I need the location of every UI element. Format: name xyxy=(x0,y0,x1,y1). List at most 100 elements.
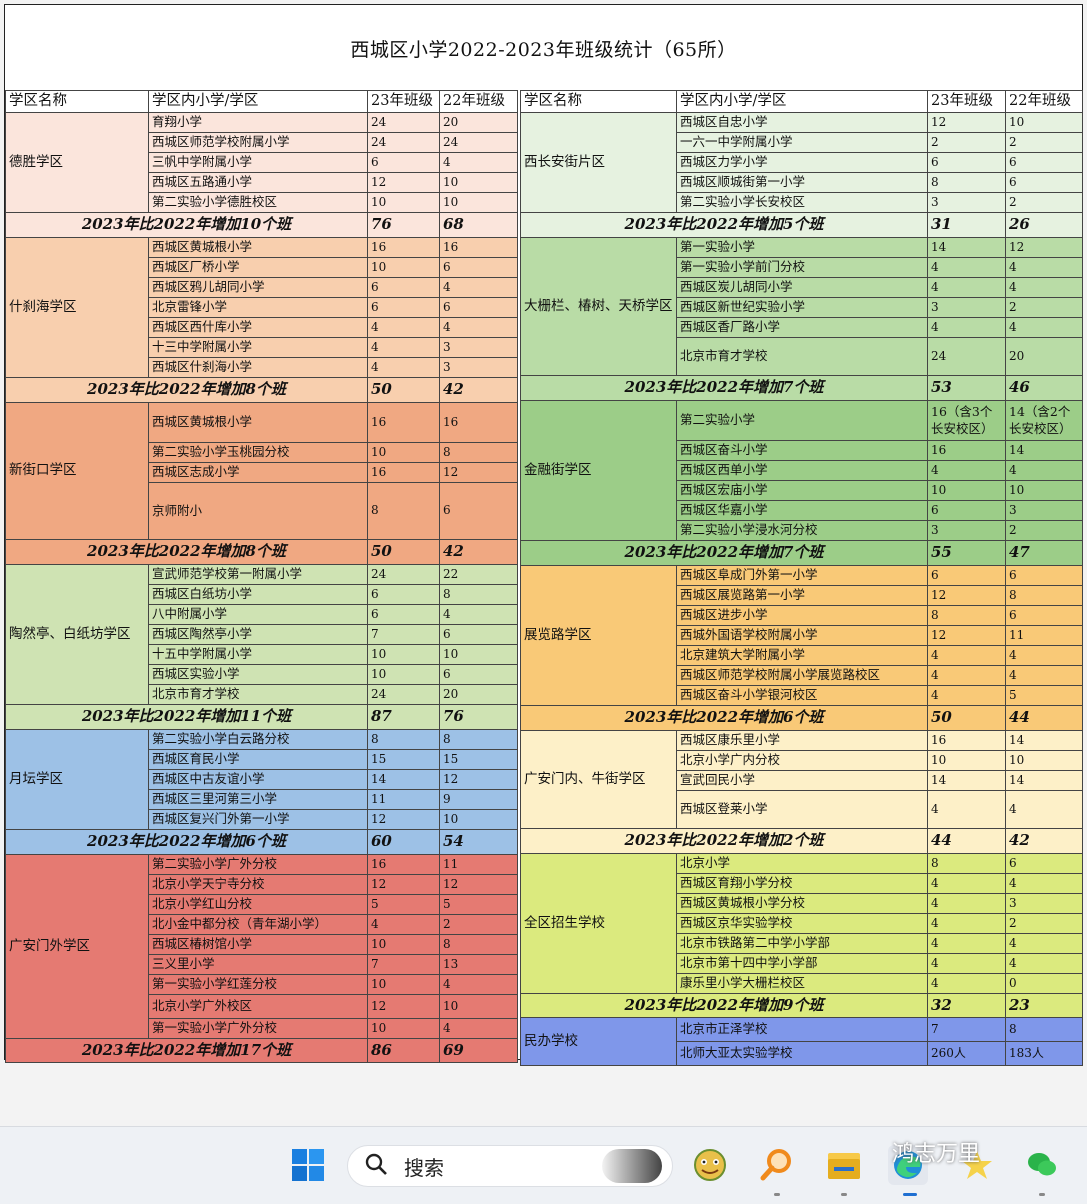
wechat-icon[interactable] xyxy=(1022,1145,1062,1185)
windows-start-icon[interactable] xyxy=(288,1145,328,1185)
classes-2022: 4 xyxy=(1006,461,1083,481)
classes-2022: 2 xyxy=(1006,133,1083,153)
school-name: 西城区黄城根小学 xyxy=(149,238,368,258)
district-name: 全区招生学校 xyxy=(521,854,677,994)
classes-2022: 4 xyxy=(1006,666,1083,686)
school-name: 西城区育翔小学分校 xyxy=(677,874,928,894)
classes-2022: 8 xyxy=(440,443,518,463)
total-2022: 42 xyxy=(440,378,518,403)
classes-2023: 4 xyxy=(928,791,1006,829)
school-name: 第二实验小学 xyxy=(677,401,928,441)
classes-2022: 14 xyxy=(1006,441,1083,461)
magnifier-app-icon[interactable] xyxy=(757,1145,797,1185)
classes-2022: 12 xyxy=(440,463,518,483)
running-indicator xyxy=(841,1193,847,1196)
classes-2023: 12 xyxy=(928,626,1006,646)
school-name: 西城区五路通小学 xyxy=(149,173,368,193)
total-2023: 31 xyxy=(928,213,1006,238)
school-name: 西城区厂桥小学 xyxy=(149,258,368,278)
school-name: 北京小学广内分校 xyxy=(677,751,928,771)
sticky-star-icon[interactable] xyxy=(957,1145,997,1185)
classes-2022: 8 xyxy=(1006,1018,1083,1042)
classes-2023: 10 xyxy=(368,645,440,665)
classes-2022: 2 xyxy=(1006,298,1083,318)
classes-2023: 24 xyxy=(368,113,440,133)
classes-2022: 16 xyxy=(440,238,518,258)
column-header: 学区内小学/学区 xyxy=(677,91,928,113)
school-name: 十五中学附属小学 xyxy=(149,645,368,665)
school-name: 西城区宏庙小学 xyxy=(677,481,928,501)
total-2023: 87 xyxy=(368,705,440,730)
school-name: 西城区展览路第一小学 xyxy=(677,586,928,606)
district-name: 广安门内、牛街学区 xyxy=(521,731,677,829)
classes-2023: 16 xyxy=(928,731,1006,751)
search-placeholder: 搜索 xyxy=(404,1155,444,1180)
classes-2023: 12 xyxy=(368,810,440,830)
section-total-label: 2023年比2022年增加17个班 xyxy=(6,1039,368,1063)
classes-2022: 20 xyxy=(440,113,518,133)
school-name: 宣武回民小学 xyxy=(677,771,928,791)
taskbar-search-box[interactable]: 搜索 xyxy=(347,1145,673,1187)
district-name: 月坛学区 xyxy=(6,730,149,830)
classes-2023: 16（含3个长安校区） xyxy=(928,401,1006,441)
classes-2023: 4 xyxy=(928,258,1006,278)
school-name: 北师大亚太实验学校 xyxy=(677,1042,928,1066)
classes-2022: 14（含2个长安校区） xyxy=(1006,401,1083,441)
classes-2023: 3 xyxy=(928,193,1006,213)
total-2023: 50 xyxy=(368,378,440,403)
classes-2023: 10 xyxy=(928,751,1006,771)
district-name: 西长安街片区 xyxy=(521,113,677,213)
column-header: 22年班级 xyxy=(1006,91,1083,113)
classes-2023: 8 xyxy=(368,730,440,750)
school-name: 西城区香厂路小学 xyxy=(677,318,928,338)
search-highlight-icon xyxy=(602,1149,662,1183)
district-name: 德胜学区 xyxy=(6,113,149,213)
school-name: 西城区顺城街第一小学 xyxy=(677,173,928,193)
classes-2023: 4 xyxy=(928,934,1006,954)
classes-2023: 5 xyxy=(368,895,440,915)
school-name: 西城区实验小学 xyxy=(149,665,368,685)
classes-2023: 15 xyxy=(368,750,440,770)
classes-2023: 6 xyxy=(368,298,440,318)
column-header: 学区内小学/学区 xyxy=(149,91,368,113)
school-name: 西城区复兴门外第一小学 xyxy=(149,810,368,830)
school-name: 西城区师范学校附属小学 xyxy=(149,133,368,153)
classes-2023: 14 xyxy=(928,771,1006,791)
edge-browser-icon[interactable] xyxy=(888,1145,928,1185)
column-header: 23年班级 xyxy=(928,91,1006,113)
classes-2023: 3 xyxy=(928,298,1006,318)
classes-2022: 13 xyxy=(440,955,518,975)
classes-2023: 10 xyxy=(368,193,440,213)
school-name: 一六一中学附属小学 xyxy=(677,133,928,153)
classes-2022: 6 xyxy=(440,483,518,540)
school-name: 第二实验小学浸水河分校 xyxy=(677,521,928,541)
total-2022: 23 xyxy=(1006,994,1083,1018)
school-name: 北京市育才学校 xyxy=(149,685,368,705)
classes-2023: 12 xyxy=(368,173,440,193)
classes-2022: 12 xyxy=(1006,238,1083,258)
classes-2022: 8 xyxy=(1006,586,1083,606)
school-name: 第一实验小学 xyxy=(677,238,928,258)
classes-2023: 2 xyxy=(928,133,1006,153)
school-name: 第一实验小学前门分校 xyxy=(677,258,928,278)
section-total-label: 2023年比2022年增加7个班 xyxy=(521,376,928,401)
school-name: 第二实验小学玉桃园分校 xyxy=(149,443,368,463)
classes-2023: 12 xyxy=(368,995,440,1019)
classes-2022: 2 xyxy=(1006,521,1083,541)
total-2023: 32 xyxy=(928,994,1006,1018)
district-name: 民办学校 xyxy=(521,1018,677,1066)
file-explorer-icon[interactable] xyxy=(824,1145,864,1185)
school-name: 三帆中学附属小学 xyxy=(149,153,368,173)
school-name: 北京小学广外校区 xyxy=(149,995,368,1019)
total-2023: 76 xyxy=(368,213,440,238)
classes-2023: 8 xyxy=(928,173,1006,193)
emoji-app-icon[interactable] xyxy=(690,1145,730,1185)
classes-2022: 4 xyxy=(1006,874,1083,894)
school-name: 西城区登莱小学 xyxy=(677,791,928,829)
section-total-label: 2023年比2022年增加10个班 xyxy=(6,213,368,238)
column-header: 学区名称 xyxy=(6,91,149,113)
column-header: 学区名称 xyxy=(521,91,677,113)
column-header: 22年班级 xyxy=(440,91,518,113)
classes-2022: 11 xyxy=(1006,626,1083,646)
total-2023: 60 xyxy=(368,830,440,855)
